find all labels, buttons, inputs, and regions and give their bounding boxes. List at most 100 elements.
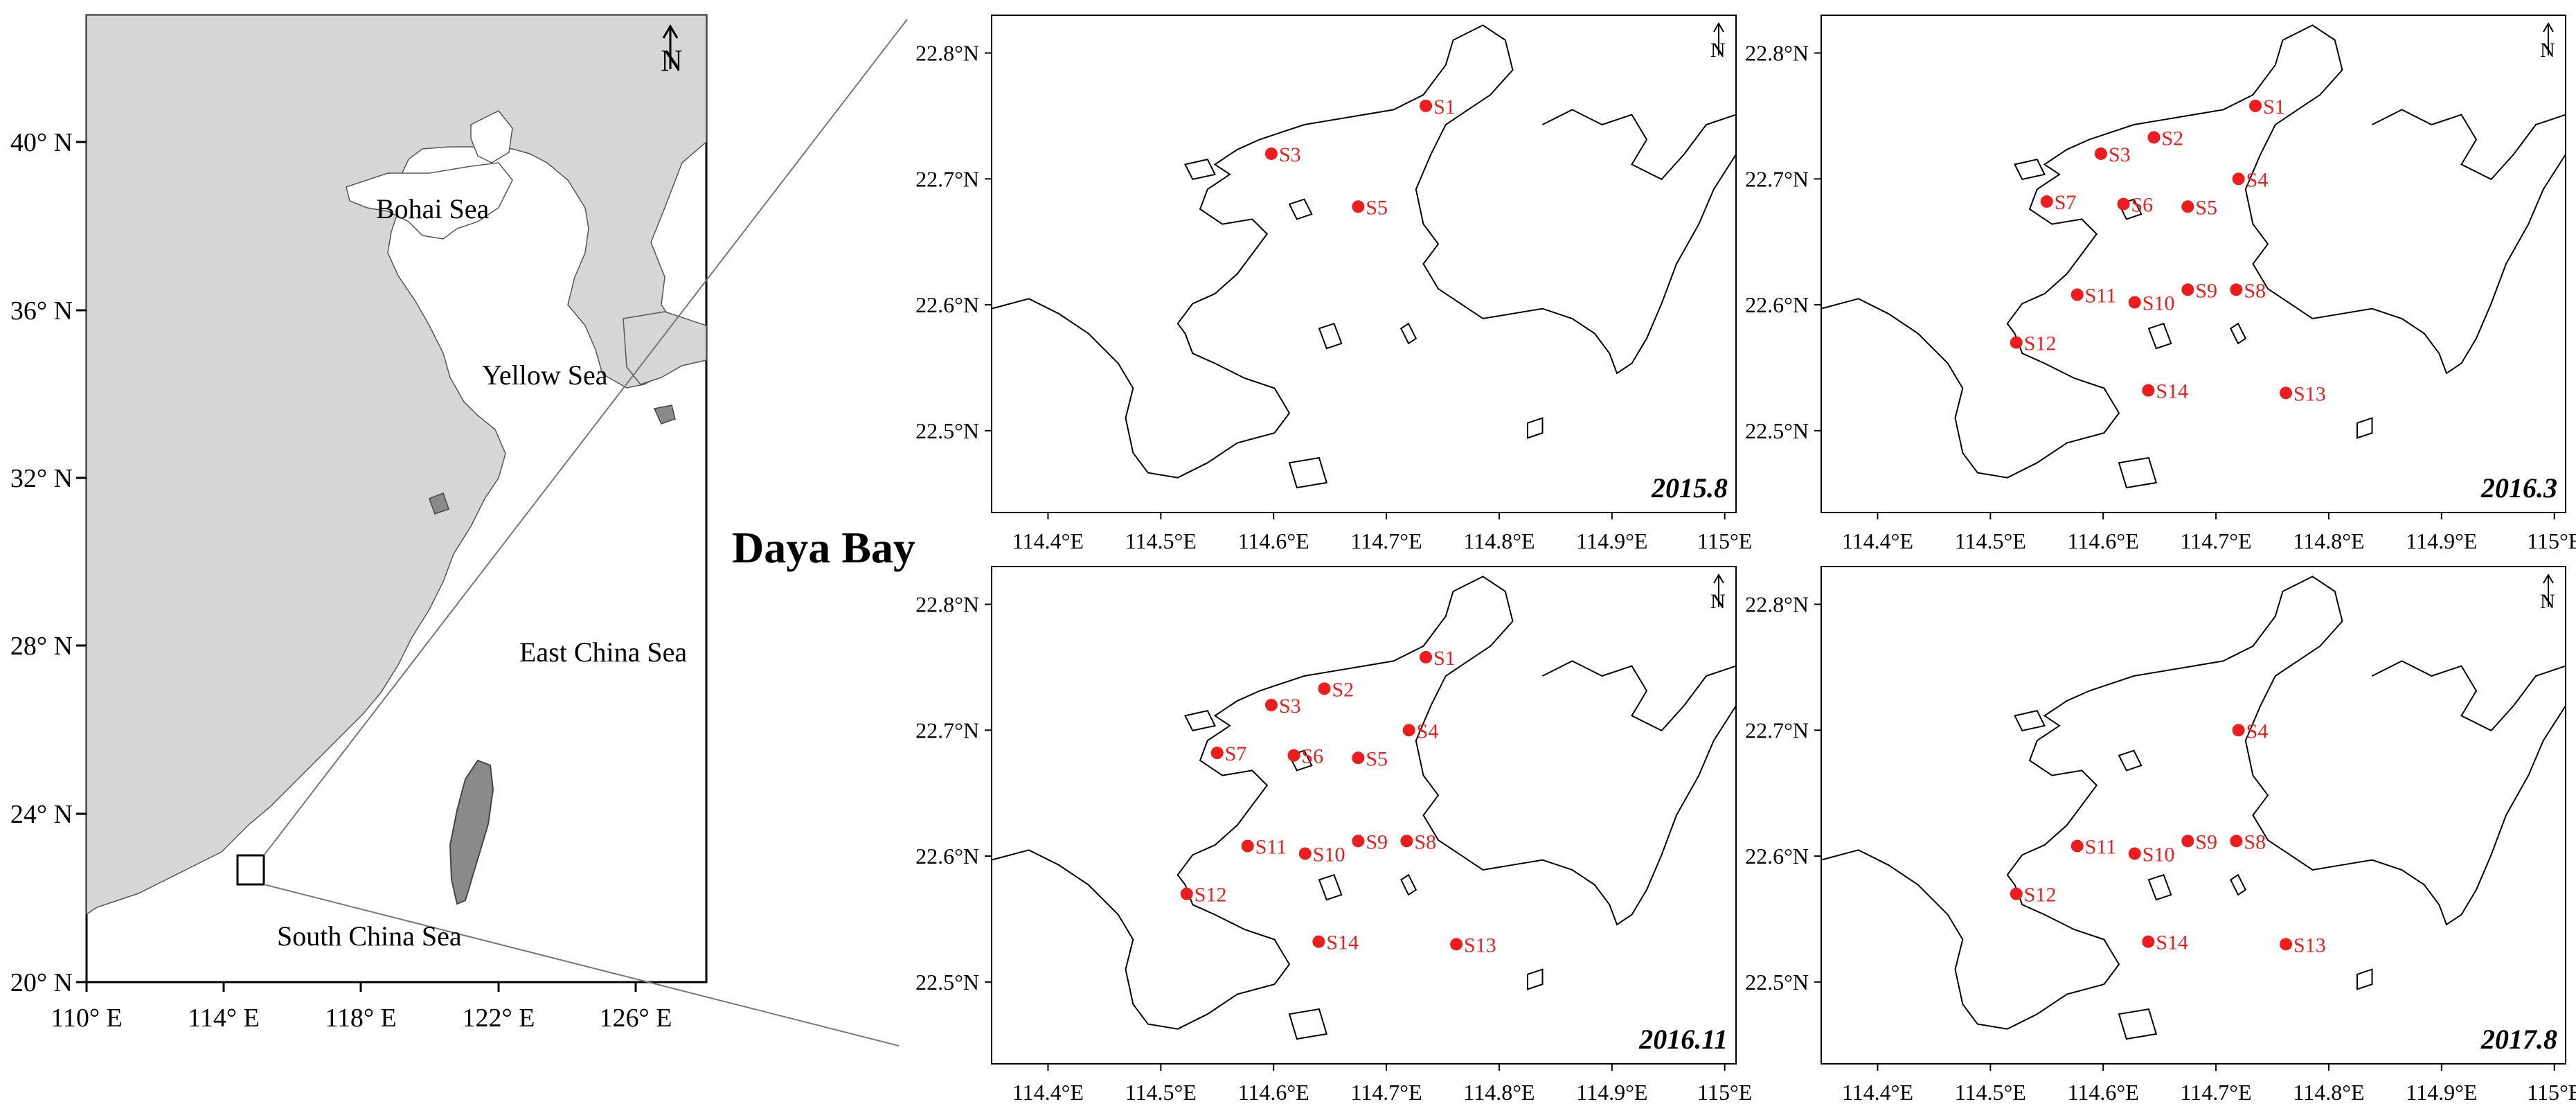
- north-label: N: [1710, 590, 1726, 613]
- station-marker: [1264, 698, 1278, 711]
- station-label: S11: [2085, 285, 2117, 308]
- panel-y-tick-label: 22.5°N: [1745, 970, 1809, 995]
- station-marker: [1352, 835, 1365, 848]
- overview-x-tick-label: 110° E: [51, 1004, 123, 1033]
- panel-y-tick-label: 22.6°N: [1745, 844, 1809, 869]
- panel-frame: [1821, 15, 2566, 513]
- panel-date-label: 2017.8: [2480, 1024, 2557, 1055]
- station-marker: [2040, 195, 2053, 208]
- station-marker: [1264, 147, 1278, 160]
- panel-island: [2014, 710, 2046, 732]
- station-marker: [2147, 131, 2161, 144]
- station-label: S2: [1332, 678, 1354, 701]
- station-label: S5: [2195, 196, 2217, 219]
- panel-x-tick-label: 114.9°E: [1576, 528, 1647, 553]
- panel-x-tick-label: 114.8°E: [2293, 1080, 2364, 1105]
- north-arrow-icon: N: [2540, 573, 2555, 613]
- station-label: S3: [2109, 143, 2131, 166]
- station-marker: [1287, 749, 1300, 762]
- station-marker: [2128, 847, 2141, 860]
- panel-island: [1288, 1008, 1328, 1040]
- station-marker: [1400, 835, 1413, 848]
- station-marker: [2232, 172, 2245, 186]
- panel-island: [1288, 749, 1313, 772]
- overview-y-tick-label: 36° N: [10, 296, 73, 326]
- panel-x-tick-label: 114.7°E: [2180, 528, 2251, 553]
- station-panel-1: 22.8°N 22.7°N 22.6°N 22.5°N 114.4°E 114.5°E 11…: [915, 15, 1752, 553]
- panel-island: [2118, 456, 2158, 489]
- station-label: S8: [2244, 279, 2266, 302]
- panel-frame: [991, 15, 1737, 513]
- overview-x-tick-label: 126° E: [600, 1004, 672, 1033]
- sea-label-east-china: East China Sea: [519, 636, 687, 668]
- panel-coastline: [1821, 24, 2566, 479]
- station-label: S1: [1433, 96, 1456, 118]
- station-marker: [1318, 682, 1331, 695]
- inset-connector-bottom: [263, 884, 900, 1047]
- panel-island: [2014, 159, 2046, 181]
- north-arrow-icon: N: [2540, 22, 2555, 62]
- panel-island: [2118, 198, 2143, 220]
- panel-x-tick-label: 114.5°E: [1125, 1080, 1197, 1105]
- panel-coastline-ne: [1542, 109, 1737, 181]
- station-marker: [2128, 296, 2141, 309]
- panel-x-tick-label: 114.9°E: [2406, 528, 2477, 553]
- panel-x-tick-label: 114.6°E: [1238, 528, 1309, 553]
- station-label: S7: [2055, 191, 2077, 214]
- panel-y-tick-label: 22.8°N: [1745, 592, 1809, 617]
- station-marker: [2280, 938, 2293, 951]
- panel-x-tick-label: 114.7°E: [2180, 1080, 2251, 1105]
- panel-y-tick-label: 22.5°N: [915, 970, 979, 995]
- station-marker: [2117, 197, 2130, 211]
- north-label: N: [2540, 590, 2555, 613]
- station-label: S1: [2263, 96, 2285, 118]
- station-label: S8: [2244, 830, 2266, 853]
- sea-label-bohai: Bohai Sea: [376, 193, 490, 224]
- station-panel-3: 22.8°N 22.7°N 22.6°N 22.5°N 114.4°E 114.5°E 11…: [915, 566, 1752, 1105]
- station-marker: [1420, 99, 1433, 112]
- inset-connector-top: [263, 19, 908, 856]
- station-label: S4: [2246, 720, 2269, 742]
- panel-date-label: 2016.11: [1638, 1024, 1728, 1055]
- station-marker: [1352, 200, 1365, 213]
- panel-island: [1400, 322, 1417, 345]
- station-label: S9: [2195, 279, 2217, 302]
- station-label: S4: [2246, 168, 2269, 191]
- station-marker: [1210, 747, 1224, 760]
- panel-x-tick-label: 114.7°E: [1350, 1080, 1422, 1105]
- panel-island: [2147, 322, 2172, 350]
- panel-x-tick-label: 114.4°E: [1842, 1080, 1913, 1105]
- station-label: S13: [2293, 934, 2326, 956]
- station-marker: [1312, 935, 1325, 948]
- station-label: S1: [1433, 647, 1456, 670]
- overview-x-tick-label: 114° E: [188, 1004, 260, 1033]
- station-label: S10: [2143, 843, 2175, 866]
- panel-island: [1400, 873, 1417, 896]
- panel-island: [1184, 710, 1216, 732]
- panel-x-tick-label: 114.5°E: [1955, 1080, 2026, 1105]
- panel-island: [2118, 749, 2143, 772]
- station-marker: [2142, 935, 2155, 948]
- panel-date-label: 2015.8: [1651, 472, 1728, 504]
- north-label: N: [1710, 39, 1726, 62]
- overview-x-ticks: 110° E 114° E 118° E 122° E 126° E: [51, 982, 672, 1033]
- panel-y-tick-label: 22.8°N: [1745, 41, 1809, 66]
- panel-x-tick-label: 114.4°E: [1012, 528, 1084, 553]
- panel-x-tick-label: 114.8°E: [1463, 1080, 1535, 1105]
- panel-x-tick-label: 114.6°E: [2068, 1080, 2139, 1105]
- north-arrow-icon: N: [1710, 573, 1726, 613]
- station-panel-2: 22.8°N 22.7°N 22.6°N 22.5°N 114.4°E 114.5°E 11…: [1745, 15, 2576, 553]
- panel-x-tick-label: 115°E: [1697, 528, 1752, 553]
- panel-island: [1318, 873, 1343, 901]
- panel-y-tick-label: 22.6°N: [915, 292, 979, 317]
- panel-island: [1288, 198, 1313, 220]
- station-label: S12: [1195, 884, 1227, 907]
- overview-x-tick-label: 118° E: [325, 1004, 397, 1033]
- panel-coastline-ne: [2372, 109, 2566, 181]
- station-marker: [2070, 288, 2084, 301]
- station-label: S6: [1302, 745, 1324, 768]
- panel-y-tick-label: 22.5°N: [915, 418, 979, 443]
- panel-coastline-ne: [1542, 660, 1737, 732]
- daya-bay-inset-box: [236, 854, 265, 886]
